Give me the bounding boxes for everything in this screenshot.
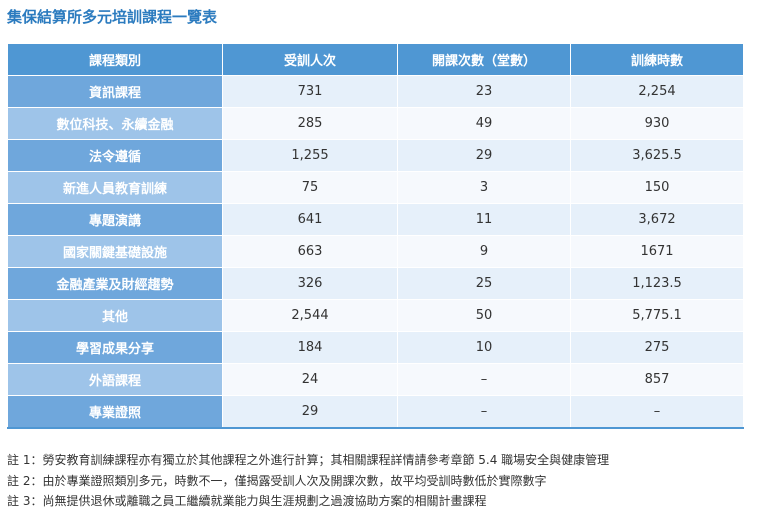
category-cell: 法令遵循	[7, 139, 223, 172]
value-cell: 9	[397, 235, 571, 268]
value-cell: 285	[222, 107, 398, 140]
table-body: 資訊課程 731 23 2,254 數位科技、永續金融 285 49 930 法令遵循 1,255…	[7, 75, 744, 429]
value-cell: 75	[222, 171, 398, 204]
column-header: 訓練時數	[570, 43, 744, 76]
value-cell: 2,254	[570, 75, 744, 108]
table-row: 金融產業及財經趨勢 326 25 1,123.5	[7, 267, 744, 300]
note: 註 3：尚無提供退休或離職之員工繼續就業能力與生涯規劃之過渡協助方案的相關計畫課…	[7, 494, 487, 508]
table-row: 國家關鍵基礎設施 663 9 1671	[7, 235, 744, 268]
value-cell: –	[570, 395, 744, 429]
value-cell: 29	[397, 139, 571, 172]
table-row: 外語課程 24–857	[7, 363, 744, 396]
value-cell: 5,775.1	[570, 299, 744, 332]
value-cell: 731	[222, 75, 398, 108]
title: 集保結算所多元培訓課程一覽表	[7, 8, 218, 26]
value-cell: 663	[222, 235, 398, 268]
value-cell: 25	[397, 267, 571, 300]
category-cell: 金融產業及財經趨勢	[7, 267, 223, 300]
value-cell: 2,544	[222, 299, 398, 332]
header-row: 課程類別 受訓人次 開課次數（堂數） 訓練時數	[7, 43, 744, 76]
table-row: 其他 2,544 50 5,775.1	[7, 299, 744, 332]
value-cell: 29	[222, 395, 398, 429]
column-header: 課程類別	[7, 43, 223, 76]
value-cell: 1,255	[222, 139, 398, 172]
category-cell: 數位科技、永續金融	[7, 107, 223, 140]
value-cell: 11	[397, 203, 571, 236]
notes: 註 1：勞安教育訓練課程亦有獨立於其他課程之外進行計算；其相關課程詳情請參考章節…	[7, 450, 609, 512]
value-cell: 1,123.5	[570, 267, 744, 300]
value-cell: 184	[222, 331, 398, 364]
category-cell: 專題演講	[7, 203, 223, 236]
table-row: 新進人員教育訓練 75 3 150	[7, 171, 744, 204]
category-cell: 外語課程	[7, 363, 223, 396]
value-cell: 930	[570, 107, 744, 140]
value-cell: 275	[570, 331, 744, 364]
value-cell: 1671	[570, 235, 744, 268]
note: 註 2：由於專業證照類別多元，時數不一，僅揭露受訓人次及開課次數，故平均受訓時數…	[7, 473, 547, 488]
value-cell: 3	[397, 171, 571, 204]
table-row: 學習成果分享 184 10 275	[7, 331, 744, 364]
value-cell: –	[397, 363, 571, 396]
value-cell: 857	[570, 363, 744, 396]
column-header: 受訓人次	[222, 43, 398, 76]
category-cell: 資訊課程	[7, 75, 223, 108]
category-cell: 新進人員教育訓練	[7, 171, 223, 204]
category-cell: 學習成果分享	[7, 331, 223, 364]
table-row: 專題演講 641 11 3,672	[7, 203, 744, 236]
value-cell: 641	[222, 203, 398, 236]
column-header: 開課次數（堂數）	[397, 43, 571, 76]
value-cell: 10	[397, 331, 571, 364]
value-cell: 50	[397, 299, 571, 332]
value-cell: 23	[397, 75, 571, 108]
table-row: 資訊課程 731 23 2,254	[7, 75, 744, 108]
category-cell: 其他	[7, 299, 223, 332]
table-row: 專業證照 29– –	[7, 395, 744, 429]
category-cell: 國家關鍵基礎設施	[7, 235, 223, 268]
note: 註 1：勞安教育訓練課程亦有獨立於其他課程之外進行計算；其相關課程詳情請參考章節…	[7, 453, 610, 467]
table-row: 數位科技、永續金融 285 49 930	[7, 107, 744, 140]
table: 課程類別 受訓人次 開課次數（堂數） 訓練時數 資訊課程 731 23 2,254 數位科技、…	[7, 43, 744, 429]
value-cell: 3,672	[570, 203, 744, 236]
value-cell: –	[397, 395, 571, 429]
value-cell: 326	[222, 267, 398, 300]
category-cell: 專業證照	[7, 395, 223, 429]
value-cell: 3,625.5	[570, 139, 744, 172]
value-cell: 49	[397, 107, 571, 140]
value-cell: 24	[222, 363, 398, 396]
value-cell: 150	[570, 171, 744, 204]
table-row: 法令遵循 1,255 29 3,625.5	[7, 139, 744, 172]
